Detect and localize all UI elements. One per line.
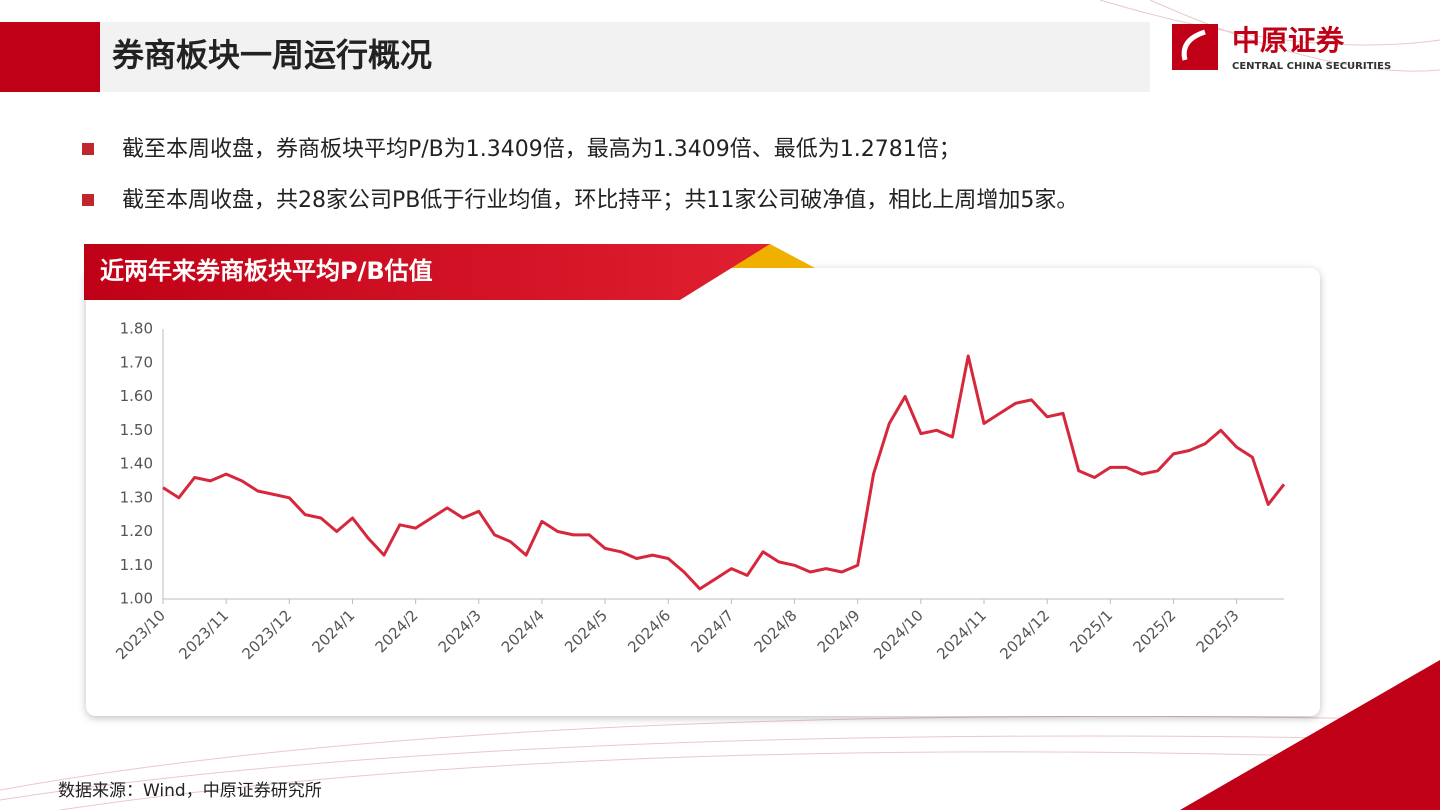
bullet-marker	[82, 143, 94, 155]
header-bg	[100, 22, 1150, 92]
logo-en: CENTRAL CHINA SECURITIES	[1232, 61, 1391, 72]
chart-title: 近两年来券商板块平均P/B估值	[100, 257, 433, 285]
y-tick-label: 1.50	[120, 421, 153, 439]
decor-corner	[1180, 660, 1440, 810]
header-bar	[0, 22, 100, 92]
y-tick-label: 1.80	[120, 320, 153, 338]
logo-mark	[1172, 24, 1218, 70]
source-note: 数据来源：Wind，中原证券研究所	[58, 781, 322, 801]
pb-line	[162, 354, 1286, 591]
y-tick-label: 1.30	[120, 488, 153, 506]
y-tick-label: 1.00	[120, 590, 153, 608]
chart-panel	[86, 268, 1320, 716]
bullet-marker	[82, 194, 94, 206]
y-tick-label: 1.40	[120, 455, 153, 473]
y-tick-label: 1.70	[120, 353, 153, 371]
bullet-text: 截至本周收盘，共28家公司PB低于行业均值，环比持平；共11家公司破净值，相比上…	[122, 188, 1078, 213]
page-title: 券商板块一周运行概况	[112, 36, 432, 74]
bullet-text: 截至本周收盘，券商板块平均P/B为1.3409倍，最高为1.3409倍、最低为1…	[122, 137, 961, 162]
logo-swoosh	[1181, 29, 1206, 61]
y-tick-label: 1.10	[120, 556, 153, 574]
chart-ribbon	[84, 244, 770, 300]
logo-cn: 中原证券	[1232, 24, 1345, 57]
y-tick-label: 1.20	[120, 522, 153, 540]
y-tick-label: 1.60	[120, 387, 153, 405]
